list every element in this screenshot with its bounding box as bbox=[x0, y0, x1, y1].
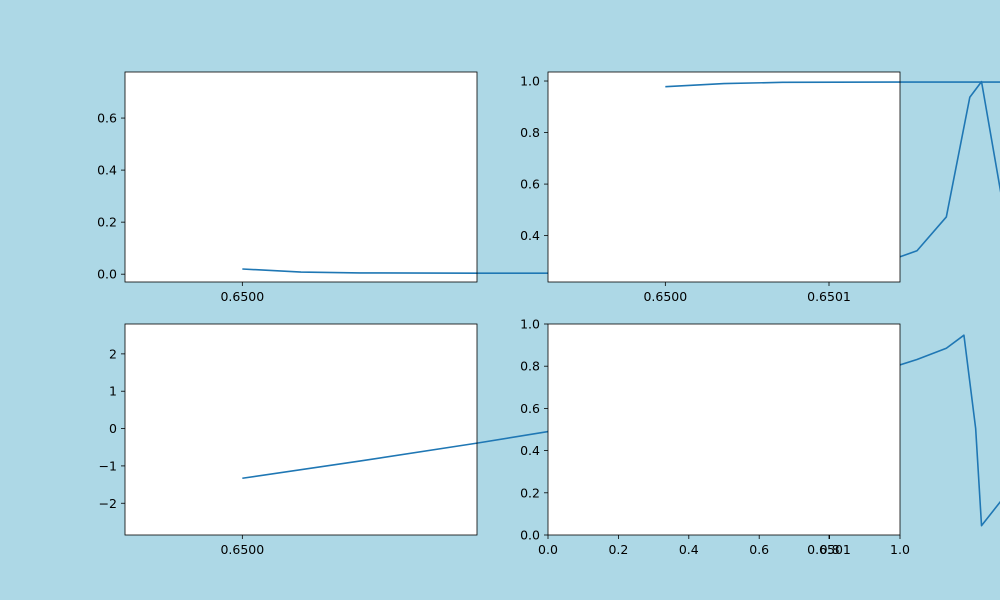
y-tick-label: 0.4 bbox=[520, 443, 540, 458]
subplot-top-right: 0.65000.65010.65020.65030.65040.40.60.81… bbox=[520, 71, 1000, 304]
axes-frame bbox=[124, 323, 478, 536]
plot-area bbox=[548, 324, 900, 535]
y-tick-label: 0.6 bbox=[520, 177, 540, 192]
y-tick-label: 0.0 bbox=[520, 528, 540, 543]
y-tick-label: 1.0 bbox=[520, 317, 540, 332]
y-tick-label: 1.0 bbox=[520, 74, 540, 89]
subplot-bottom-right: 0.0 0.2 0.4 0.6 0.8 1.0 0.0 0.2 0.4 0.6 0.8 1.0 bbox=[520, 317, 910, 558]
x-tick-label: 0.8 bbox=[820, 542, 840, 557]
x-tick-label: 1.0 bbox=[890, 542, 910, 557]
x-tick-label: 0.6 bbox=[749, 542, 769, 557]
y-tick-label: 0.8 bbox=[520, 125, 540, 140]
plot-area bbox=[125, 324, 477, 535]
y-tick-label: −2 bbox=[99, 496, 117, 511]
x-tick-label: 0.6501 bbox=[807, 289, 851, 304]
subplot-top-left: 0.65000.65010.65020.65030.65040.00.20.40… bbox=[97, 71, 1000, 304]
axes-frame bbox=[124, 71, 478, 283]
y-tick-label: −1 bbox=[99, 458, 117, 473]
x-tick-label: 0.6500 bbox=[643, 289, 687, 304]
axes-frame bbox=[547, 323, 901, 536]
y-tick-label: 0.4 bbox=[97, 163, 117, 178]
x-tick-label: 0.0 bbox=[538, 542, 558, 557]
x-tick-label: 0.6500 bbox=[220, 289, 264, 304]
y-tick-label: 0.8 bbox=[520, 359, 540, 374]
x-tick-label: 0.2 bbox=[608, 542, 628, 557]
y-tick-label: 0 bbox=[109, 421, 117, 436]
y-tick-label: 1 bbox=[109, 384, 117, 399]
plot-area bbox=[548, 72, 900, 282]
y-tick-label: 0.2 bbox=[520, 485, 540, 500]
y-tick-label: 0.0 bbox=[97, 267, 117, 282]
x-tick-label: 0.6500 bbox=[220, 542, 264, 557]
x-tick-label: 0.4 bbox=[679, 542, 699, 557]
y-tick-label: 0.6 bbox=[520, 401, 540, 416]
axes-frame bbox=[547, 71, 901, 283]
y-tick-label: 0.6 bbox=[97, 111, 117, 126]
y-tick-label: 2 bbox=[109, 346, 117, 361]
x-tick-label: 0.6501 bbox=[807, 542, 851, 557]
y-tick-label: 0.4 bbox=[520, 228, 540, 243]
y-tick-label: 0.2 bbox=[97, 215, 117, 230]
plot-area bbox=[125, 72, 477, 282]
